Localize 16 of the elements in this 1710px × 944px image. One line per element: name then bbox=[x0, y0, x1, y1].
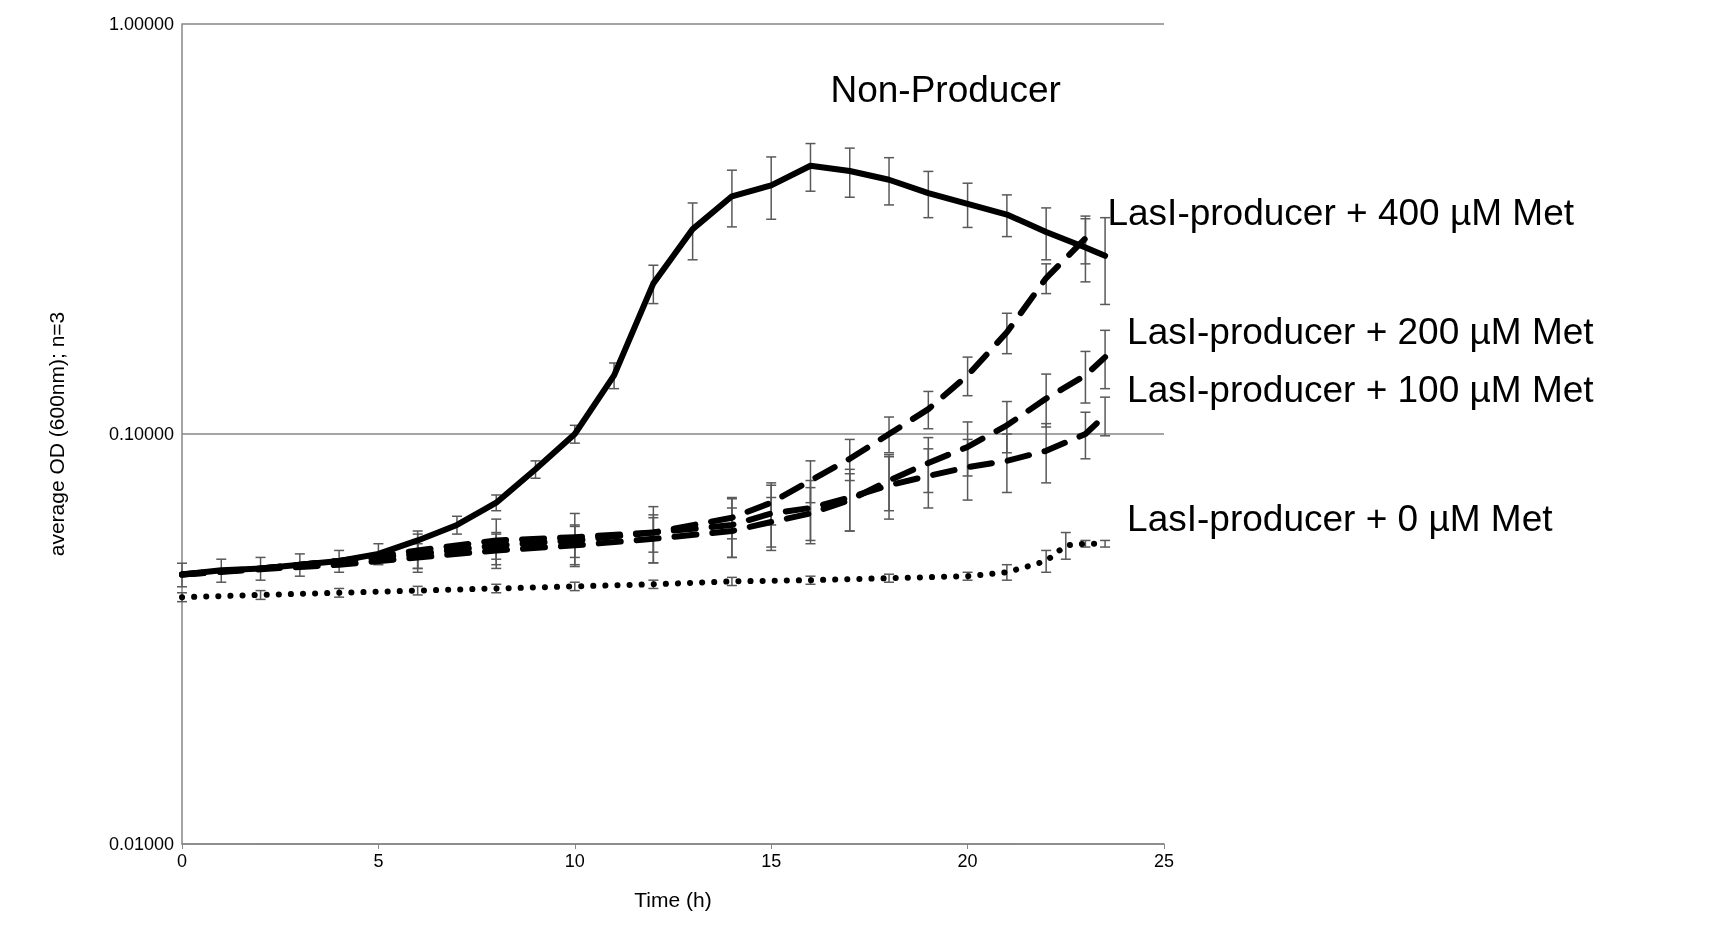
series-label: LasI-producer + 100 µM Met bbox=[1127, 369, 1595, 411]
series-label: LasI-producer + 400 µM Met bbox=[1107, 192, 1575, 234]
y-axis-title: average OD (600nm); n=3 bbox=[45, 311, 68, 557]
series-label: LasI-producer + 200 µM Met bbox=[1127, 311, 1595, 353]
x-tick-label: 20 bbox=[957, 851, 978, 871]
x-tick-label: 25 bbox=[1153, 851, 1175, 871]
series-label: Non-Producer bbox=[830, 68, 1061, 110]
y-tick-label: 1.00000 bbox=[108, 14, 174, 34]
x-tick-label: 0 bbox=[176, 851, 188, 871]
series-label: LasI-producer + 0 µM Met bbox=[1127, 497, 1554, 539]
y-tick-label: 0.10000 bbox=[108, 424, 174, 444]
x-tick-label: 15 bbox=[761, 851, 782, 871]
x-tick-label: 5 bbox=[373, 851, 384, 871]
x-axis-title: Time (h) bbox=[634, 888, 712, 911]
y-tick-label: 0.01000 bbox=[108, 834, 174, 854]
x-tick-label: 10 bbox=[564, 851, 585, 871]
